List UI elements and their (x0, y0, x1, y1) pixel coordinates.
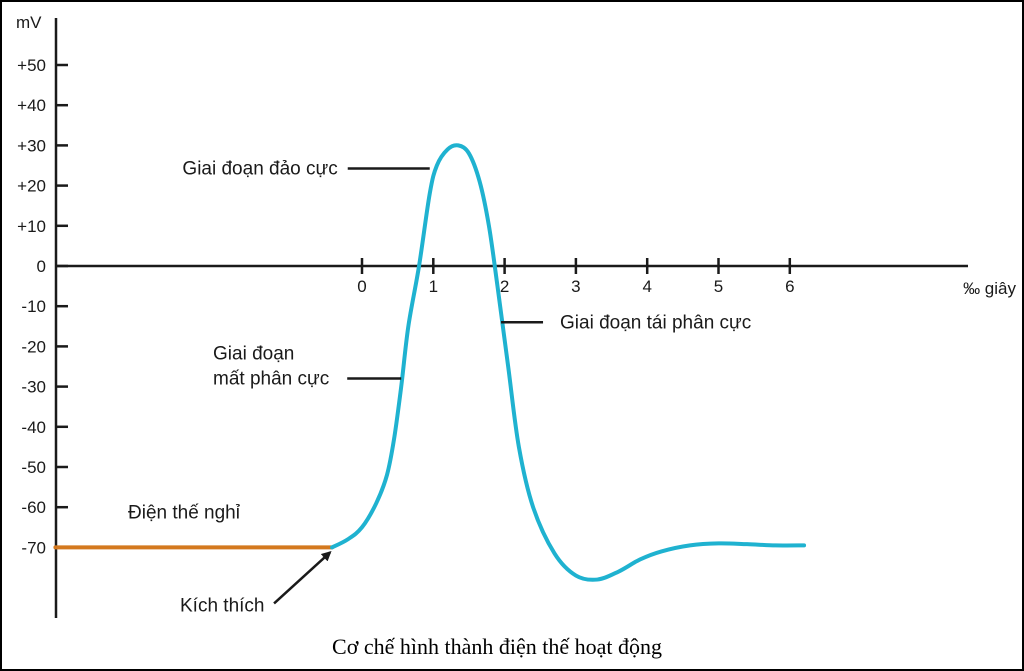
y-tick-label: -30 (21, 378, 46, 397)
y-tick-label: -10 (21, 297, 46, 316)
x-tick-label: 0 (357, 277, 366, 296)
y-tick-label: -70 (21, 538, 46, 557)
x-tick-label: 3 (571, 277, 580, 296)
action-potential-curve (330, 143, 807, 582)
y-tick-label: -50 (21, 458, 46, 477)
annotation-depolarization-line2: mất phân cực (213, 369, 329, 390)
y-tick-label: +10 (17, 217, 46, 236)
x-tick-label: 4 (642, 277, 651, 296)
annotation-repolarization-phase: Giai đoạn tái phân cực (560, 312, 751, 333)
x-tick-label: 1 (429, 277, 438, 296)
y-tick-label: +20 (17, 177, 46, 196)
y-tick-label: -40 (21, 418, 46, 437)
y-tick-label: 0 (37, 257, 46, 276)
annotation-resting-potential: Điện thế nghỉ (128, 502, 241, 523)
annotation-inversion-phase: Giai đoạn đảo cực (182, 159, 337, 180)
y-tick-label: -60 (21, 498, 46, 517)
x-tick-label: 5 (714, 277, 723, 296)
y-tick-label: +50 (17, 56, 46, 75)
annotation-depolarization-line1: Giai đoạn (213, 344, 294, 365)
x-axis-label: ‰ giây (963, 279, 1016, 298)
stimulus-arrow (273, 551, 332, 605)
annotation-stimulus: Kích thích (180, 595, 265, 616)
y-axis-label: mV (16, 13, 42, 32)
y-tick-label: +30 (17, 136, 46, 155)
y-tick-label: -20 (21, 337, 46, 356)
figure-caption: Cơ chế hình thành điện thế hoạt động (332, 634, 662, 659)
y-tick-label: +40 (17, 96, 46, 115)
x-tick-label: 6 (785, 277, 794, 296)
x-tick-label: 2 (500, 277, 509, 296)
